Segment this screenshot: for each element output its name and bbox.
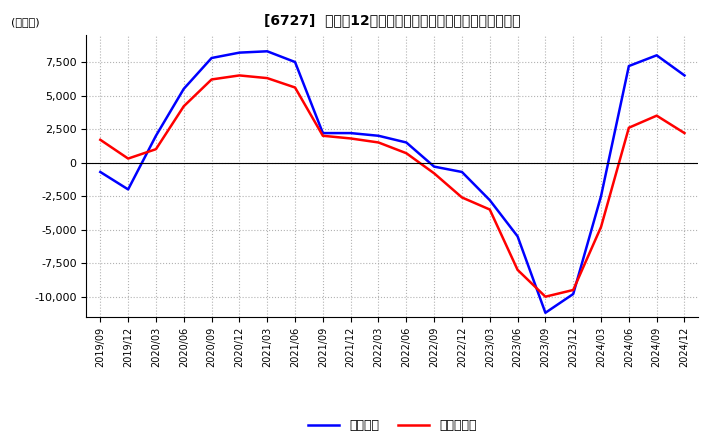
当期純利益	[430, 171, 438, 176]
経常利益	[346, 130, 355, 136]
当期純利益	[652, 113, 661, 118]
当期純利益	[96, 137, 104, 143]
当期純利益	[402, 150, 410, 156]
Y-axis label: (百万円): (百万円)	[11, 17, 40, 27]
経常利益	[124, 187, 132, 192]
当期純利益	[597, 224, 606, 230]
経常利益	[569, 291, 577, 297]
Line: 当期純利益: 当期純利益	[100, 75, 685, 297]
当期純利益	[318, 133, 327, 139]
経常利益	[680, 73, 689, 78]
経常利益	[652, 53, 661, 58]
当期純利益	[458, 195, 467, 200]
当期純利益	[291, 85, 300, 90]
経常利益	[458, 169, 467, 175]
当期純利益	[541, 294, 550, 299]
経常利益	[402, 140, 410, 145]
経常利益	[541, 310, 550, 315]
経常利益	[318, 130, 327, 136]
当期純利益	[235, 73, 243, 78]
経常利益	[430, 164, 438, 169]
当期純利益	[152, 147, 161, 152]
当期純利益	[569, 287, 577, 293]
経常利益	[485, 198, 494, 203]
当期純利益	[207, 77, 216, 82]
経常利益	[96, 169, 104, 175]
当期純利益	[124, 156, 132, 161]
Title: [6727]  利益だ12か月移動合計の対前年同期増減額の推移: [6727] 利益だ12か月移動合計の対前年同期増減額の推移	[264, 13, 521, 27]
当期純利益	[179, 104, 188, 109]
経常利益	[513, 234, 522, 239]
経常利益	[152, 133, 161, 139]
Line: 経常利益: 経常利益	[100, 51, 685, 313]
経常利益	[374, 133, 383, 139]
Legend: 経常利益, 当期純利益: 経常利益, 当期純利益	[303, 414, 482, 437]
経常利益	[597, 194, 606, 199]
当期純利益	[374, 140, 383, 145]
当期純利益	[485, 207, 494, 212]
当期純利益	[513, 267, 522, 272]
経常利益	[207, 55, 216, 61]
当期純利益	[346, 136, 355, 141]
経常利益	[179, 86, 188, 92]
経常利益	[263, 49, 271, 54]
経常利益	[291, 59, 300, 65]
当期純利益	[263, 76, 271, 81]
当期純利益	[680, 130, 689, 136]
経常利益	[624, 63, 633, 69]
当期純利益	[624, 125, 633, 130]
経常利益	[235, 50, 243, 55]
